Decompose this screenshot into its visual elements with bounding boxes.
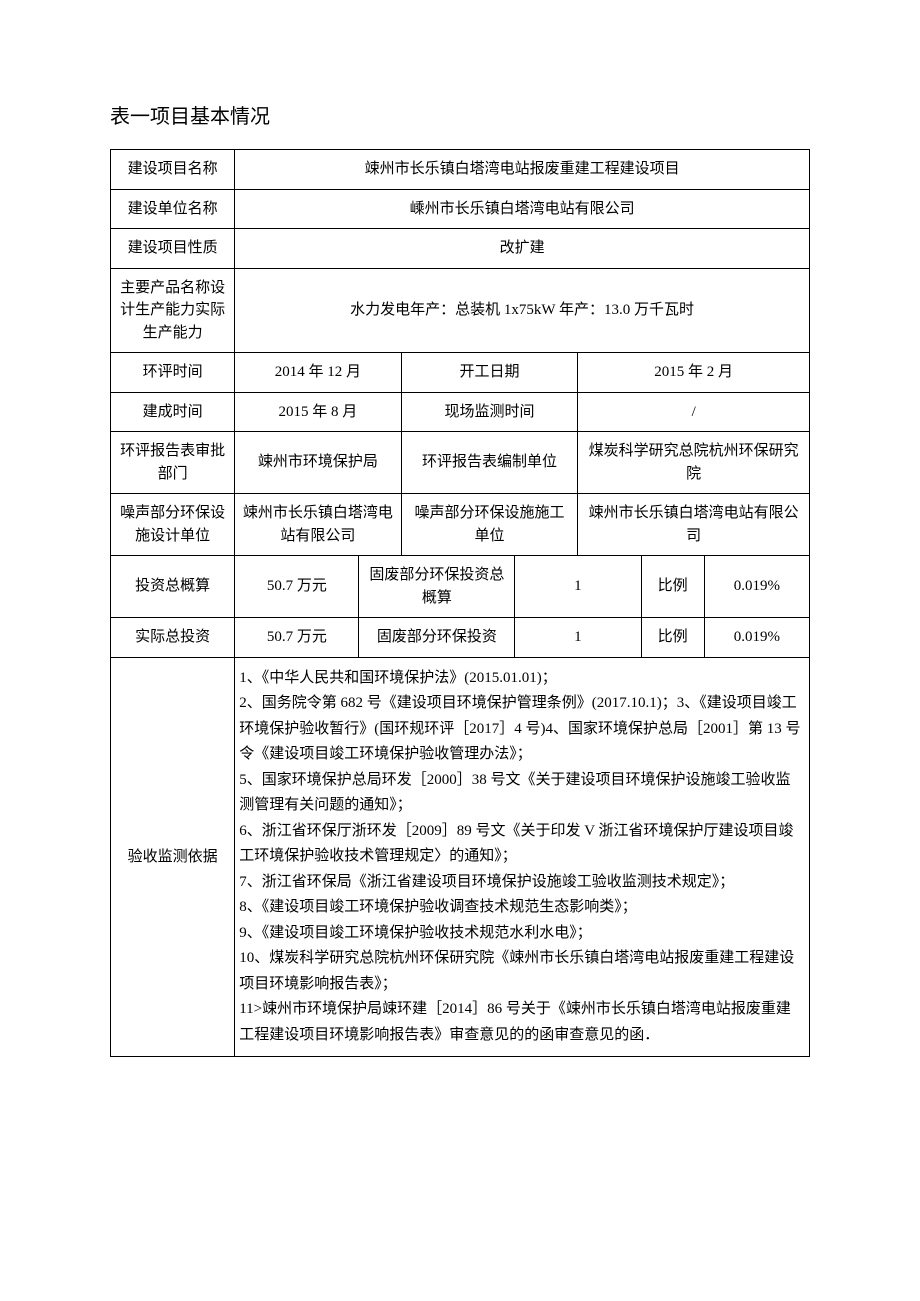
start-date-label: 开工日期 [401,353,578,393]
table-row: 投资总概算 50.7 万元 固废部分环保投资总概算 1 比例 0.019% [111,556,810,618]
eia-compile-label: 环评报告表编制单位 [401,432,578,494]
eia-time-label: 环评时间 [111,353,235,393]
table-row: 主要产品名称设计生产能力实际生产能力 水力发电年产：总装机 1x75kW 年产：… [111,268,810,353]
complete-time-label: 建成时间 [111,392,235,432]
noise-design-label: 噪声部分环保设施设计单位 [111,494,235,556]
table-row: 噪声部分环保设施设计单位 竦州市长乐镇白塔湾电站有限公司 噪声部分环保设施施工单… [111,494,810,556]
table-row: 建设项目名称 竦州市长乐镇白塔湾电站报废重建工程建设项目 [111,150,810,190]
noise-construct-label: 噪声部分环保设施施工单位 [401,494,578,556]
product-value: 水力发电年产：总装机 1x75kW 年产：13.0 万千瓦时 [235,268,810,353]
solid-waste-actual-label: 固废部分环保投资 [359,618,515,658]
solid-waste-actual-value: 1 [515,618,641,658]
eia-time-value: 2014 年 12 月 [235,353,401,393]
table-row: 实际总投资 50.7 万元 固废部分环保投资 1 比例 0.019% [111,618,810,658]
build-unit-label: 建设单位名称 [111,189,235,229]
table-row: 环评时间 2014 年 12 月 开工日期 2015 年 2 月 [111,353,810,393]
solid-waste-est-value: 1 [515,556,641,618]
ratio-value-1: 0.019% [704,556,809,618]
total-invest-est-label: 投资总概算 [111,556,235,618]
project-nature-value: 改扩建 [235,229,810,269]
eia-approval-label: 环评报告表审批部门 [111,432,235,494]
complete-time-value: 2015 年 8 月 [235,392,401,432]
project-nature-label: 建设项目性质 [111,229,235,269]
total-invest-est-value: 50.7 万元 [235,556,359,618]
product-label: 主要产品名称设计生产能力实际生产能力 [111,268,235,353]
accept-basis-label: 验收监测依据 [111,657,235,1057]
noise-construct-value: 竦州市长乐镇白塔湾电站有限公司 [578,494,810,556]
actual-invest-value: 50.7 万元 [235,618,359,658]
ratio-label-1: 比例 [641,556,704,618]
eia-compile-value: 煤炭科学研究总院杭州环保研究院 [578,432,810,494]
table-row: 环评报告表审批部门 竦州市环境保护局 环评报告表编制单位 煤炭科学研究总院杭州环… [111,432,810,494]
project-name-value: 竦州市长乐镇白塔湾电站报废重建工程建设项目 [235,150,810,190]
noise-design-value: 竦州市长乐镇白塔湾电站有限公司 [235,494,401,556]
table-row: 建成时间 2015 年 8 月 现场监测时间 / [111,392,810,432]
accept-basis-value: 1、《中华人民共和国环境保护法》(2015.01.01)；2、国务院令第 682… [235,657,810,1057]
ratio-label-2: 比例 [641,618,704,658]
project-name-label: 建设项目名称 [111,150,235,190]
start-date-value: 2015 年 2 月 [578,353,810,393]
project-basic-info-table: 建设项目名称 竦州市长乐镇白塔湾电站报废重建工程建设项目 建设单位名称 嵊州市长… [110,149,810,1057]
build-unit-value: 嵊州市长乐镇白塔湾电站有限公司 [235,189,810,229]
monitor-time-value: / [578,392,810,432]
table-row: 验收监测依据 1、《中华人民共和国环境保护法》(2015.01.01)；2、国务… [111,657,810,1057]
actual-invest-label: 实际总投资 [111,618,235,658]
table-row: 建设单位名称 嵊州市长乐镇白塔湾电站有限公司 [111,189,810,229]
ratio-value-2: 0.019% [704,618,809,658]
eia-approval-value: 竦州市环境保护局 [235,432,401,494]
solid-waste-est-label: 固废部分环保投资总概算 [359,556,515,618]
table-row: 建设项目性质 改扩建 [111,229,810,269]
monitor-time-label: 现场监测时间 [401,392,578,432]
page-title: 表一项目基本情况 [110,100,810,129]
